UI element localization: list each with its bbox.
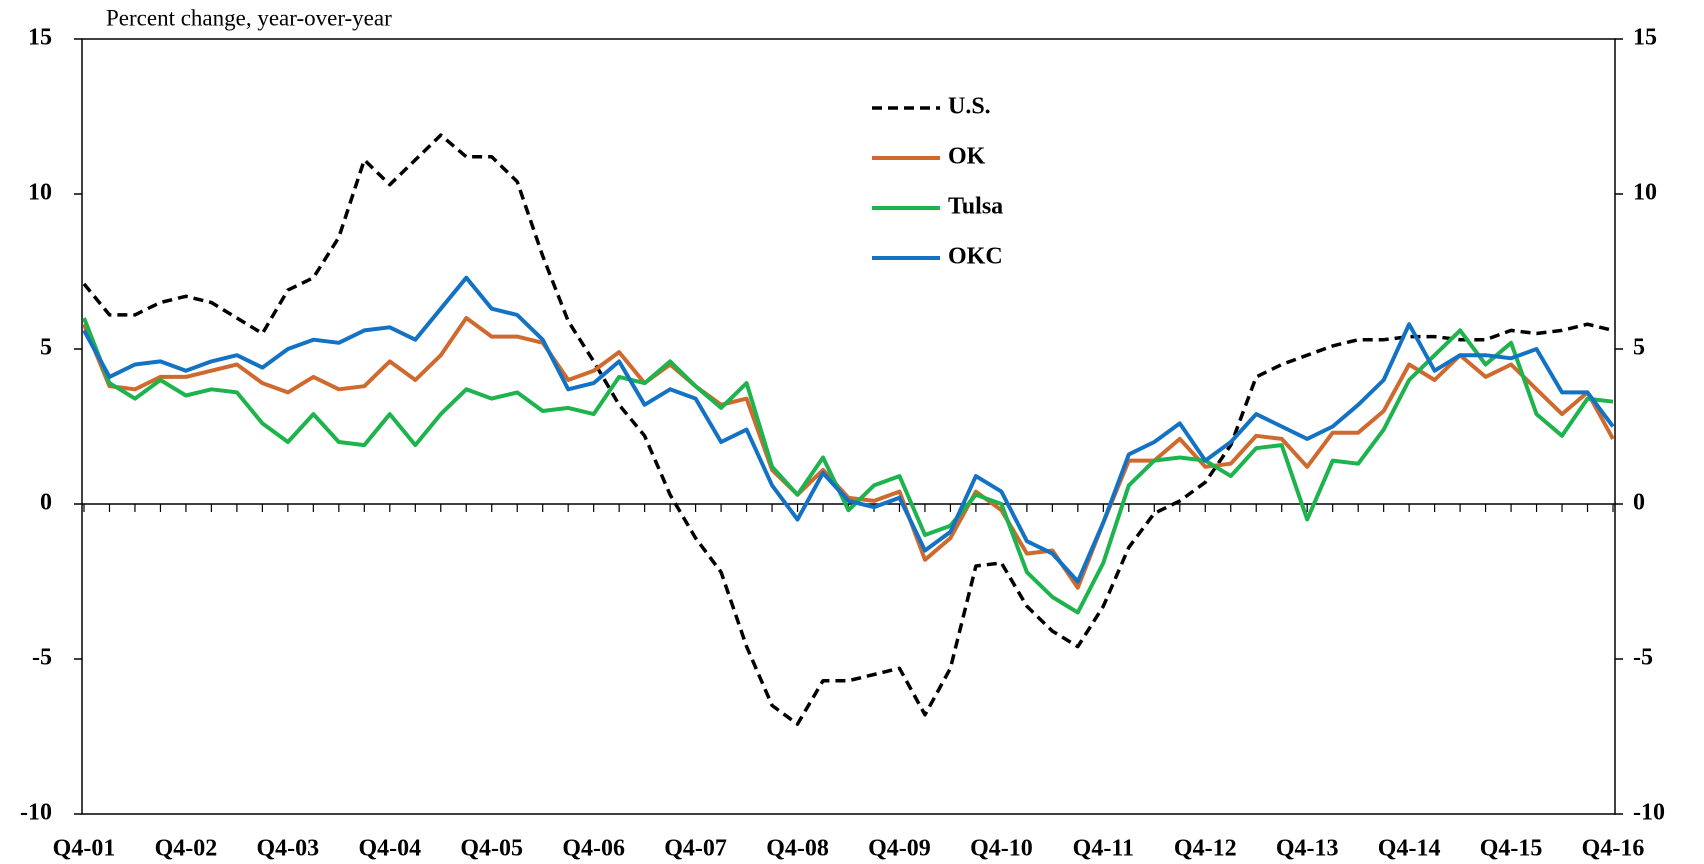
x-tick-label: Q4-01 bbox=[53, 836, 116, 862]
x-tick-label: Q4-08 bbox=[766, 836, 829, 862]
x-tick-label: Q4-12 bbox=[1174, 836, 1237, 862]
line-series bbox=[82, 317, 1614, 615]
y2-tick-label: 10 bbox=[1633, 180, 1657, 206]
y2-tick-label: 0 bbox=[1633, 490, 1645, 516]
legend-label: OK bbox=[948, 144, 986, 170]
x-tick-label: Q4-15 bbox=[1480, 836, 1543, 862]
x-tick-label: Q4-14 bbox=[1378, 836, 1441, 862]
y-tick-label: 5 bbox=[40, 335, 52, 361]
x-tick-label: Q4-05 bbox=[460, 836, 523, 862]
y2-tick-label: 15 bbox=[1633, 25, 1657, 51]
x-tick-label: Q4-10 bbox=[970, 836, 1033, 862]
x-tick-label: Q4-07 bbox=[664, 836, 727, 862]
x-tick-label: Q4-04 bbox=[358, 836, 421, 862]
y-tick-label: -5 bbox=[32, 645, 52, 671]
x-tick-label: Q4-13 bbox=[1276, 836, 1339, 862]
legend-label: Tulsa bbox=[948, 194, 1003, 220]
legend-label: U.S. bbox=[948, 94, 991, 120]
legend-label: OKC bbox=[948, 244, 1003, 270]
y-tick-label: 0 bbox=[40, 490, 52, 516]
x-tick-label: Q4-02 bbox=[155, 836, 218, 862]
x-tick-label: Q4-06 bbox=[562, 836, 625, 862]
y2-tick-label: -10 bbox=[1633, 800, 1665, 826]
x-tick-label: Q4-11 bbox=[1073, 836, 1134, 862]
x-tick-label: Q4-03 bbox=[257, 836, 320, 862]
line-series bbox=[82, 316, 1615, 590]
y2-tick-label: 5 bbox=[1633, 335, 1645, 361]
chart-subtitle: Percent change, year-over-year bbox=[106, 5, 392, 30]
line-series bbox=[82, 275, 1615, 584]
x-tick-label: Q4-16 bbox=[1582, 836, 1645, 862]
y-tick-label: 10 bbox=[28, 180, 52, 206]
y-tick-label: 15 bbox=[28, 25, 52, 51]
y-tick-label: -10 bbox=[20, 800, 52, 826]
y2-tick-label: -5 bbox=[1633, 645, 1653, 671]
plot-frame bbox=[81, 38, 1616, 815]
x-tick-label: Q4-09 bbox=[868, 836, 931, 862]
